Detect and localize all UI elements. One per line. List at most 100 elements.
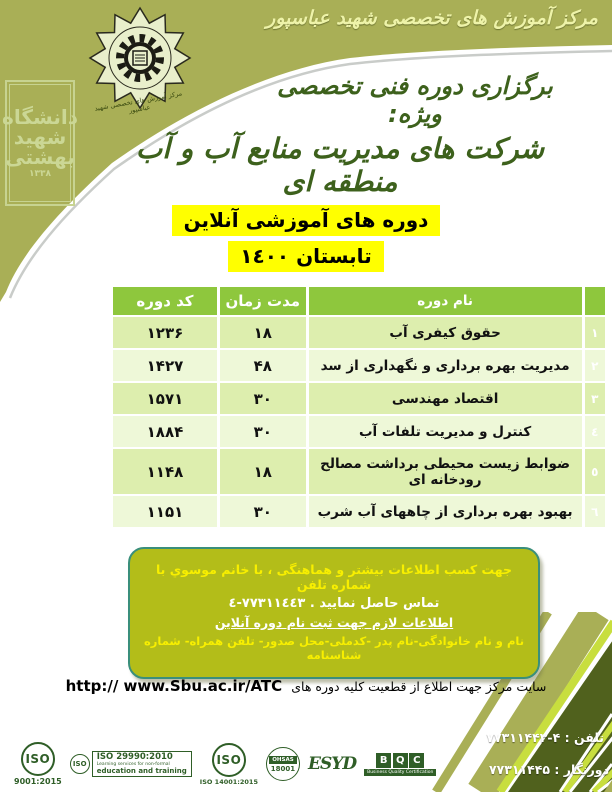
course-code: ۱۱۴۸ xyxy=(113,449,217,494)
course-name: حقوق کیفری آب xyxy=(308,317,582,348)
course-name: کنترل و مدیریت تلفات آب xyxy=(308,416,582,447)
contact-phone-number: ٧٧٣١١٤٤٣-٤ xyxy=(228,596,306,611)
iso-circle-icon: ISO xyxy=(211,742,246,777)
iso-29990-small: Learning services for non-formal xyxy=(96,762,170,768)
table-row: ٤ کنترل و مدیریت تلفات آب ۳۰ ۱۸۸۴ xyxy=(113,416,605,447)
duration-header: مدت زمان xyxy=(219,287,306,315)
ohsas-logo: OHSAS 18001 xyxy=(265,747,300,781)
university-stamp: دانشگاه شهید بهشتی ۱۳۳۸ xyxy=(2,80,78,206)
esyd-script-icon: ESYD xyxy=(307,754,357,774)
course-code: ۱۴۲۷ xyxy=(113,350,217,381)
university-emblem-icon xyxy=(88,6,192,110)
row-number: ٤ xyxy=(584,416,605,447)
contact-line-2: تماس حاصل نمایید . ٧٧٣١١٤٤٣-٤ xyxy=(138,596,530,611)
table-row: ٢ مدیریت بهره برداری و نگهداری از سد ۴۸ … xyxy=(113,350,605,381)
iso-mini-circle-icon: ISO xyxy=(69,753,90,774)
white-stripe xyxy=(558,713,612,792)
iso-9001-label: 9001:2015 xyxy=(14,777,62,786)
course-duration: ۴۸ xyxy=(219,350,306,381)
fax-line: دورنگار : ۷۷۳۱۱۴۴۵ xyxy=(489,762,609,777)
title-online-courses: دوره های آموزشی آنلاین xyxy=(171,205,441,236)
iso-14001-logo: ISO ISO 14001:2015 xyxy=(199,742,258,786)
table-header-row: نام دوره مدت زمان کد دوره xyxy=(113,287,605,315)
iso-29990-logo: ISO ISO 29990:2010 Learning services for… xyxy=(69,750,192,778)
bqc-bar-label: Business Quality Certification xyxy=(364,768,437,776)
header-title-line1: برگزاری دوره فنی تخصصی ویژه: xyxy=(277,72,553,128)
course-duration: ۳۰ xyxy=(219,496,306,527)
website-line: سایت مرکز جهت اطلاع از قطعیت کلیه دوره ه… xyxy=(0,676,612,695)
course-name: ضوابط زیست محیطی برداشت مصالح رودخانه ای xyxy=(308,449,582,494)
page-title: دوره های آموزشی آنلاین تابستان ١٤٠٠ xyxy=(0,205,612,277)
course-name: مدیریت بهره برداری و نگهداری از سد xyxy=(308,350,582,381)
row-number: ٢ xyxy=(584,350,605,381)
bqc-letter-b: B xyxy=(376,752,392,768)
ohsas-circle-icon: OHSAS 18001 xyxy=(265,747,300,781)
university-stamp-inner: دانشگاه شهید بهشتی ۱۳۳۸ xyxy=(2,84,78,202)
gear-icon xyxy=(116,34,164,82)
course-code-header: کد دوره xyxy=(113,287,217,315)
courses-table: نام دوره مدت زمان کد دوره ١ حقوق کیفری آ… xyxy=(110,285,608,529)
course-duration: ۱۸ xyxy=(219,449,306,494)
registration-required-fields: نام و نام خانوادگی-نام پدر -کدملی-محل صد… xyxy=(143,634,525,662)
row-number: ٦ xyxy=(584,496,605,527)
iso-circle-icon: ISO xyxy=(20,742,55,776)
course-name: بهبود بهره برداری از چاههای آب شرب xyxy=(308,496,582,527)
row-number: ٥ xyxy=(584,449,605,494)
lime-stripe xyxy=(562,720,612,792)
white-stripe xyxy=(568,736,612,792)
row-number: ١ xyxy=(584,317,605,348)
course-duration: ۳۰ xyxy=(219,416,306,447)
iso-29990-box: ISO 29990:2010 Learning services for non… xyxy=(91,750,192,778)
table-row: ٦ بهبود بهره برداری از چاههای آب شرب ۳۰ … xyxy=(113,496,605,527)
course-name-header: نام دوره xyxy=(308,287,582,315)
iso-14001-label: ISO 14001:2015 xyxy=(199,777,258,786)
table-row: ٥ ضوابط زیست محیطی برداشت مصالح رودخانه … xyxy=(113,449,605,494)
bqc-letter-q: Q xyxy=(392,752,408,768)
white-stripe xyxy=(597,779,612,792)
iso-9001-logo: ISO 9001:2015 xyxy=(14,742,62,786)
stamp-word: دانشگاه xyxy=(2,105,78,129)
course-duration: ۳۰ xyxy=(219,383,306,414)
bqc-letter-c: C xyxy=(409,752,425,768)
website-url-link[interactable]: http:// www.Sbu.ac.ir/ATC xyxy=(65,677,283,695)
course-code: ۱۲۳۶ xyxy=(113,317,217,348)
phone-value: ۷۷۳۱۱۴۴۳-۴ xyxy=(486,730,561,745)
stamp-word: شهید xyxy=(13,125,67,149)
corner-ribbon-decoration xyxy=(432,612,612,792)
title-summer-1400: تابستان ١٤٠٠ xyxy=(228,241,384,272)
contact-line-1: جهت کسب اطلاعات بیشتر و هماهنگی ، با خان… xyxy=(155,562,513,592)
fax-label: دورنگار : xyxy=(554,762,609,777)
bqc-letters: B Q C xyxy=(376,752,425,768)
olive-corner-tip xyxy=(604,780,612,792)
swoosh-line xyxy=(8,49,612,299)
table-row: ٣ اقتصاد مهندسی ۳۰ ۱۵۷۱ xyxy=(113,383,605,414)
white-stripe xyxy=(588,763,612,792)
stamp-year: ۱۳۳۸ xyxy=(29,169,51,179)
table-row: ١ حقوق کیفری آب ۱۸ ۱۲۳۶ xyxy=(113,317,605,348)
iso-29990-sub: education and training xyxy=(96,767,187,776)
olive-ribbon-wide xyxy=(468,612,609,792)
iso-29990-title: ISO 29990:2010 xyxy=(96,751,173,762)
row-number-header xyxy=(584,287,605,315)
org-name-calligraphy: مرکز آموزش های تخصصی شهید عباسپور xyxy=(266,7,598,29)
course-code: ۱۸۸۴ xyxy=(113,416,217,447)
lime-stripe xyxy=(496,619,612,792)
website-caption: سایت مرکز جهت اطلاع از قطعیت کلیه دوره ه… xyxy=(291,679,547,694)
course-code: ۱۵۷۱ xyxy=(113,383,217,414)
course-name: اقتصاد مهندسی xyxy=(308,383,582,414)
contact-call-text: تماس حاصل نمایید . xyxy=(309,596,440,611)
esyd-logo: ESYD xyxy=(307,754,357,774)
lime-stripe xyxy=(591,768,612,792)
certification-logos: ISO 9001:2015 ISO ISO 29990:2010 Learnin… xyxy=(14,742,437,786)
ohsas-number: 18001 xyxy=(270,764,296,773)
ohsas-label: OHSAS xyxy=(269,755,297,764)
header-title-line2: شرکت های مدیریت منابع آب و آب منطقه ای xyxy=(135,132,545,198)
fax-value: ۷۷۳۱۱۴۴۵ xyxy=(489,762,551,777)
bqc-logo: B Q C Business Quality Certification xyxy=(364,752,437,776)
registration-info-heading: اطلاعات لازم جهت ثبت نام دوره آنلاین xyxy=(214,615,454,630)
phone-line: تلفن : ۷۷۳۱۱۴۴۳-۴ xyxy=(486,730,604,745)
stamp-word: بهشتی xyxy=(5,145,75,169)
course-code: ۱۱۵۱ xyxy=(113,496,217,527)
phone-label: تلفن : xyxy=(564,730,604,745)
